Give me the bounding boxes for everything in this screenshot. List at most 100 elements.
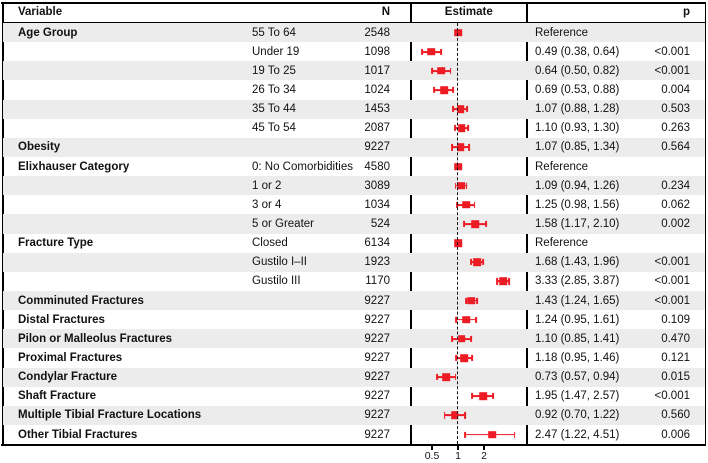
estimate-marker — [473, 258, 482, 267]
n-value: 524 — [370, 217, 390, 230]
n-value: 9227 — [364, 313, 390, 326]
table-row: Other Tibial Fractures 9227 2.47 (1.22, … — [3, 425, 705, 444]
n-value: 1923 — [364, 256, 390, 269]
header-divider-line — [2, 21, 705, 23]
level-label: 1 or 2 — [252, 179, 282, 192]
x-axis-tick-label: 1 — [455, 449, 461, 462]
estimate-marker — [457, 335, 466, 343]
p-value: 0.004 — [661, 83, 690, 96]
reference-line — [457, 23, 459, 444]
ci-cap — [449, 67, 452, 74]
n-value: 9227 — [364, 141, 390, 154]
p-value: <0.001 — [654, 256, 691, 269]
ci-cap — [469, 335, 472, 342]
n-value: 9227 — [364, 390, 390, 403]
n-value: 1017 — [364, 64, 390, 77]
forest-marker-cell — [412, 310, 527, 329]
variable-label: Age Group — [18, 26, 78, 39]
n-value: 1170 — [365, 275, 390, 288]
ci-cap — [440, 48, 443, 55]
estimate-ci-label: 0.64 (0.50, 0.82) — [535, 64, 620, 77]
border-right-line — [704, 1, 706, 446]
variable-label: Elixhauser Category — [18, 160, 130, 173]
ci-cap — [465, 297, 467, 304]
estimate-ci-label: 1.68 (1.43, 1.96) — [535, 256, 620, 269]
table-row: 45 To 54 2087 1.10 (0.93, 1.30) 0.263 — [3, 119, 705, 138]
level-label: Closed — [252, 237, 288, 250]
forest-marker-cell — [412, 348, 527, 367]
n-value: 1453 — [364, 103, 390, 116]
p-value: 0.234 — [661, 179, 690, 192]
ci-cap — [452, 86, 455, 94]
table-row: Under 19 1098 0.49 (0.38, 0.64) <0.001 — [3, 42, 705, 61]
table-row: Gustilo III 1170 3.33 (2.85, 3.87) <0.00… — [3, 272, 705, 291]
table-row: Fracture Type Closed 6134 Reference — [3, 234, 705, 253]
table-row: Shaft Fracture 9227 1.95 (1.47, 2.57) <0… — [3, 387, 705, 406]
estimate-marker — [462, 315, 470, 324]
border-top-line — [1, 1, 706, 4]
table-row: Distal Fractures 9227 1.24 (0.95, 1.61) … — [3, 310, 705, 329]
x-axis-tick — [483, 445, 485, 451]
p-value: 0.109 — [661, 313, 690, 326]
table-row: 5 or Greater 524 1.58 (1.17, 2.10) 0.002 — [3, 214, 705, 234]
p-value: 0.263 — [661, 122, 690, 135]
n-value: 2087 — [364, 122, 390, 135]
n-value: 9227 — [364, 409, 390, 422]
ci-cap — [454, 182, 457, 189]
estimate-marker — [499, 277, 507, 286]
ci-cap — [455, 354, 457, 362]
table-row: 35 To 44 1453 1.07 (0.88, 1.28) 0.503 — [3, 99, 705, 119]
ci-cap — [464, 412, 467, 419]
p-value: 0.006 — [661, 428, 690, 441]
level-label: 5 or Greater — [252, 217, 314, 230]
estimate-marker — [467, 296, 476, 305]
variable-label: Comminuted Fractures — [18, 294, 144, 307]
ci-cap — [468, 144, 470, 151]
level-label: 55 To 64 — [252, 26, 296, 39]
ci-cap — [470, 259, 473, 266]
x-axis-tick-label: 0.5 — [424, 449, 440, 462]
estimate-ci-label: Reference — [535, 237, 589, 250]
ci-cap — [471, 354, 474, 362]
forest-marker-cell — [412, 157, 527, 176]
p-value: <0.001 — [654, 275, 691, 288]
estimate-ci-label: Reference — [535, 26, 589, 39]
p-value: 0.560 — [661, 409, 690, 422]
n-value: 9227 — [364, 332, 390, 345]
variable-label: Distal Fractures — [18, 313, 105, 326]
n-value: 9227 — [364, 428, 390, 441]
variable-label: Shaft Fracture — [18, 390, 96, 403]
estimate-ci-label: 1.09 (0.94, 1.26) — [535, 179, 620, 192]
col-header-variable: Variable — [18, 6, 63, 18]
ci-cap — [473, 201, 476, 208]
ci-cap — [450, 144, 453, 151]
estimate-marker — [471, 220, 479, 228]
estimate-ci-label: 1.10 (0.85, 1.41) — [535, 332, 620, 345]
forest-marker-cell — [412, 368, 527, 387]
table-row: Age Group 55 To 64 2548 Reference — [3, 23, 705, 43]
table-row: 19 To 25 1017 0.64 (0.50, 0.82) <0.001 — [3, 61, 705, 81]
ci-cap — [496, 278, 499, 285]
forest-marker-cell — [412, 176, 527, 195]
ci-cap — [466, 125, 469, 132]
ci-cap — [471, 393, 474, 400]
ci-cap — [507, 278, 510, 285]
p-value: 0.002 — [661, 217, 690, 230]
ci-cap — [465, 182, 468, 189]
table-row: Obesity 9227 1.07 (0.85, 1.34) 0.564 — [3, 137, 705, 157]
estimate-marker — [427, 47, 436, 56]
n-value: 1034 — [364, 198, 390, 211]
table-row: Gustilo I–II 1923 1.68 (1.43, 1.96) <0.0… — [3, 252, 705, 272]
p-value: 0.564 — [661, 141, 690, 154]
estimate-ci-label: 0.73 (0.57, 0.94) — [535, 371, 620, 384]
col-header-p: p — [682, 6, 690, 18]
estimate-marker — [488, 430, 496, 439]
n-value: 1024 — [364, 83, 390, 96]
estimate-ci-label: 0.49 (0.38, 0.64) — [535, 45, 620, 58]
forest-marker-cell — [412, 425, 527, 444]
x-axis-tick — [431, 445, 433, 451]
forest-marker-cell — [412, 234, 527, 253]
forest-marker-cell — [412, 100, 527, 119]
estimate-marker — [456, 143, 465, 152]
